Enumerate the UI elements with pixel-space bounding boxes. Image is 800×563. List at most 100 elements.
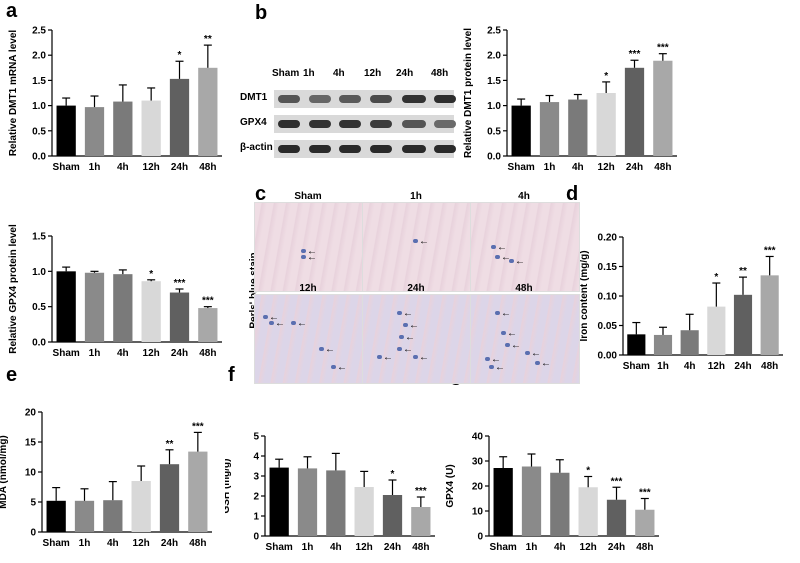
arrow-icon: ← (409, 320, 419, 331)
blot-band (339, 95, 361, 103)
x-tick-label: 48h (412, 542, 429, 553)
x-tick-label: Sham (53, 348, 80, 357)
bar (733, 294, 753, 355)
bar (56, 105, 76, 156)
arrow-icon: ← (383, 352, 393, 363)
bar (297, 468, 318, 536)
x-tick-label: 4h (554, 542, 566, 553)
y-axis-label: Relative DMT1 mRNA level (8, 30, 19, 157)
y-tick-label: 20 (25, 408, 37, 419)
bar (707, 306, 726, 355)
mda-chart: 0 5 10 15 20 MDA (nmol/mg) Sham 1h 4h 12h ** 24h ***… (0, 408, 212, 549)
arrow-icon: ← (501, 308, 511, 319)
iron-deposit (291, 321, 296, 325)
y-tick-label: 1.0 (32, 267, 46, 278)
blot-band (434, 120, 456, 128)
significance-label: *** (174, 278, 186, 289)
x-tick-label: 12h (580, 542, 597, 553)
iron-deposit (319, 347, 324, 351)
x-tick-label: Sham (490, 542, 517, 553)
x-tick-label: 4h (330, 542, 342, 553)
significance-label: *** (415, 486, 427, 497)
arrow-icon: ← (337, 362, 347, 373)
bar (141, 100, 161, 156)
bar (550, 472, 570, 536)
bar (521, 466, 542, 536)
y-tick-label: 0.0 (32, 338, 46, 349)
arrow-icon: ← (307, 252, 317, 263)
bar (169, 292, 190, 342)
x-tick-label: 24h (734, 361, 751, 372)
iron-deposit (501, 331, 506, 335)
histology-tile: ← (362, 202, 472, 292)
arrow-icon: ← (541, 358, 551, 369)
gpx4-protein-chart: 0.0 0.5 1.0 1.5 Relative GPX4 protein level S… (8, 224, 222, 357)
x-tick-label: 24h (171, 162, 188, 173)
y-tick-label: 1 (253, 512, 259, 523)
bar (354, 487, 374, 536)
blot-band (402, 145, 426, 153)
arrow-icon: ← (497, 242, 507, 253)
arrow-icon: ← (507, 328, 517, 339)
blot-band (309, 120, 331, 128)
blot-row-label: DMT1 (240, 92, 268, 103)
x-tick-label: 1h (79, 538, 91, 549)
x-tick-label: Sham (623, 361, 650, 372)
significance-label: * (586, 466, 590, 477)
y-tick-label: 0 (477, 532, 483, 543)
y-tick-label: 40 (472, 432, 484, 443)
bar (578, 487, 598, 536)
arrow-icon: ← (419, 236, 429, 247)
y-tick-label: 0.05 (598, 321, 618, 332)
y-tick-label: 1.5 (32, 232, 46, 243)
blot-band (402, 120, 426, 128)
blot-lane-label: 4h (333, 68, 345, 79)
y-tick-label: 2 (253, 492, 259, 503)
y-tick-label: 5 (30, 498, 36, 509)
significance-label: * (149, 269, 153, 280)
y-tick-label: 30 (472, 457, 484, 468)
bar (624, 67, 645, 156)
significance-label: *** (657, 43, 669, 54)
y-axis-label: Relative DMT1 protein level (463, 28, 474, 158)
panel-label-a: a (6, 0, 18, 22)
bar (113, 101, 133, 156)
iron-deposit (505, 343, 510, 347)
y-tick-label: 5 (253, 432, 259, 443)
x-tick-label: 1h (657, 361, 669, 372)
x-tick-label: Sham (266, 542, 293, 553)
panel-label-f: f (228, 364, 235, 386)
bar (269, 467, 289, 536)
bar (596, 93, 616, 156)
x-tick-label: 48h (199, 348, 216, 357)
bar (568, 99, 588, 156)
significance-label: *** (611, 476, 623, 487)
iron-content-chart: 0.00 0.05 0.10 0.15 0.20 Iron content (mg/g) S… (579, 233, 783, 372)
bar (74, 500, 95, 532)
iron-deposit (399, 335, 404, 339)
x-tick-label: 24h (608, 542, 625, 553)
bar (382, 495, 403, 536)
panel-label-d: d (566, 183, 579, 205)
x-tick-label: 12h (356, 542, 373, 553)
iron-deposit (301, 249, 306, 253)
bar (653, 60, 673, 156)
iron-deposit (403, 323, 408, 327)
y-tick-label: 0.5 (32, 126, 46, 137)
bar (169, 78, 190, 156)
significance-label: * (391, 469, 395, 480)
blot-lane-label: 1h (303, 68, 315, 79)
iron-deposit (397, 311, 402, 315)
iron-deposit (509, 259, 514, 263)
panel-label-b: b (255, 2, 268, 24)
histology-tile: ← ← (254, 202, 364, 292)
x-tick-label: 48h (654, 162, 671, 173)
arrow-icon: ← (501, 252, 511, 263)
histology-tile-label: 48h (515, 283, 533, 294)
bar (103, 500, 123, 532)
blot-lane-label: Sham (272, 68, 300, 79)
x-tick-label: 24h (161, 538, 178, 549)
y-tick-label: 1.5 (32, 76, 46, 87)
x-tick-label: 48h (199, 162, 216, 173)
bar (493, 468, 513, 536)
